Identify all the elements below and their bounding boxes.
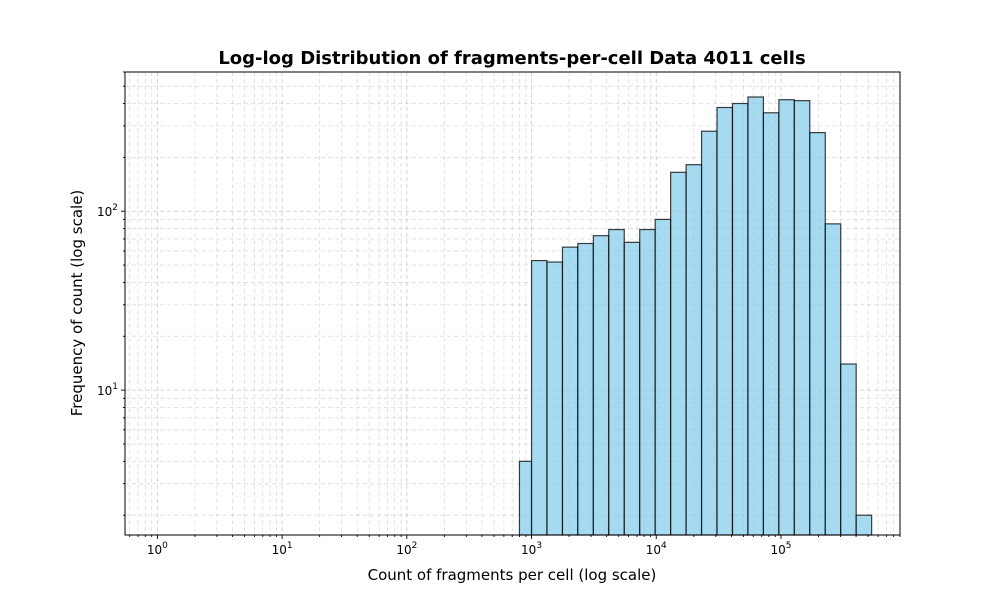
x-tick-label: 105 [770,541,791,557]
histogram-bar [608,228,625,536]
histogram-bar [716,106,734,536]
histogram-bar [809,132,826,536]
y-axis-label: Frequency of count (log scale) [68,190,86,417]
histogram-bar [518,460,533,536]
chart-title: Log-log Distribution of fragments-per-ce… [218,48,805,69]
bars-layer [518,96,873,536]
histogram-bar [546,261,564,536]
histogram-bar [530,259,548,536]
histogram-bar [840,363,857,536]
histogram-bar [747,96,765,536]
histogram-bar [685,164,703,536]
histogram-bar [654,218,672,536]
histogram-bar [762,112,780,536]
x-tick-label: 103 [521,541,542,557]
ticks-layer: 100 101 102 103 104 105 101 102 [97,71,901,557]
histogram-bar [731,102,749,536]
x-tick-label: 100 [147,541,168,557]
histogram-bar [623,241,641,536]
histogram-bar [561,246,579,536]
histogram-bar [670,171,687,536]
histogram-bar [778,99,795,536]
y-tick-label: 102 [97,203,118,219]
histogram-bar [793,100,811,536]
x-tick-label: 102 [396,541,417,557]
histogram-bar [855,514,873,536]
histogram-bar [577,242,594,536]
histogram-bar [824,223,842,536]
x-tick-label: 101 [272,541,293,557]
histogram-bar [700,130,718,536]
y-tick-label: 101 [97,382,118,398]
x-tick-label: 104 [646,541,667,557]
x-axis-label: Count of fragments per cell (log scale) [368,566,657,584]
histogram-bar [639,228,656,536]
histogram-bar [592,235,610,536]
